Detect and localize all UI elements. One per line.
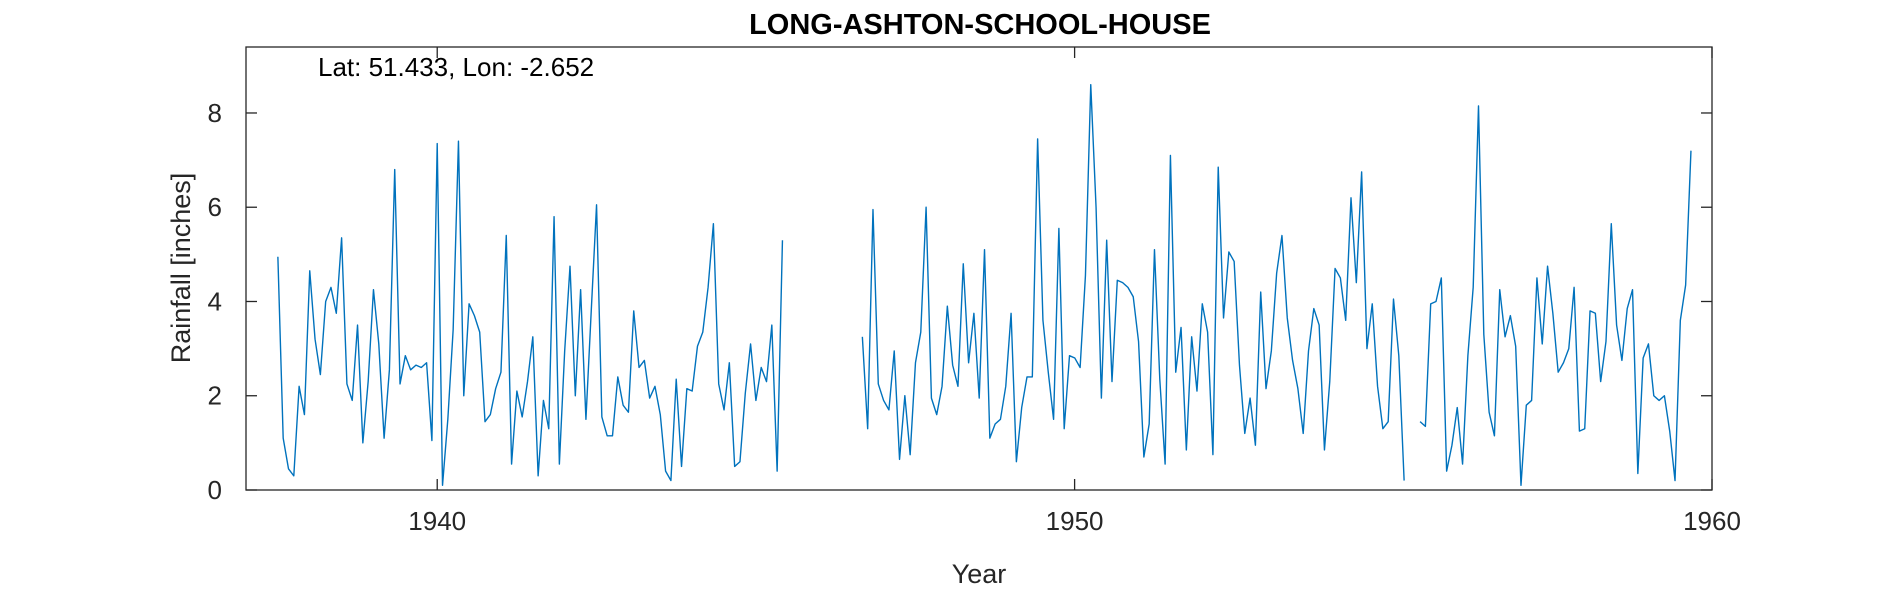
rainfall-series-line-segment-1: [277, 140, 784, 486]
plot-area: [245, 46, 1713, 491]
y-tick-label: 6: [208, 192, 222, 222]
y-axis-label: Rainfall [inches]: [166, 173, 196, 364]
y-tick-label: 4: [208, 286, 222, 316]
plot-frame-box: [245, 46, 1713, 491]
x-tick-label: 1950: [1046, 506, 1104, 536]
rainfall-series-line-segment-3: [1419, 105, 1692, 486]
series-layer: [277, 83, 1692, 486]
x-tick-label: 1960: [1683, 506, 1741, 536]
chart-title: LONG-ASHTON-SCHOOL-HOUSE: [749, 9, 1211, 41]
location-annotation: Lat: 51.433, Lon: -2.652: [318, 52, 594, 82]
x-axis-label: Year: [952, 559, 1007, 589]
rainfall-series-line-segment-2: [861, 83, 1405, 481]
y-tick-label: 8: [208, 98, 222, 128]
y-axis: 0 2 4 6 8: [208, 98, 1712, 505]
x-tick-label: 1940: [408, 506, 466, 536]
y-tick-label: 0: [208, 475, 222, 505]
x-axis: 1940 1950 1960: [408, 47, 1741, 536]
y-tick-label: 2: [208, 381, 222, 411]
